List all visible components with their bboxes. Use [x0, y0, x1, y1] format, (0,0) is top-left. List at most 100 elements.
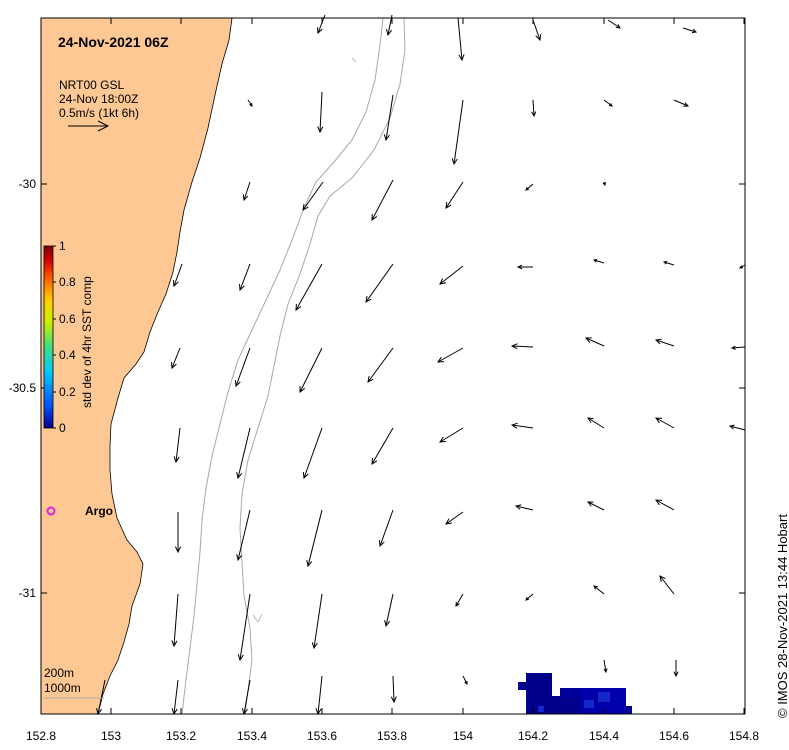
current-arrowhead [464, 680, 468, 686]
current-arrowhead [171, 361, 177, 370]
current-arrow [367, 347, 394, 383]
current-arrowhead [659, 575, 666, 582]
current-arrowhead [615, 24, 621, 29]
current-arrow [655, 339, 675, 347]
current-arrow [525, 183, 534, 191]
current-arrowhead [371, 213, 378, 222]
current-arrowhead [691, 28, 698, 34]
current-arrowhead [242, 194, 249, 202]
current-arrowhead [445, 201, 452, 209]
current-arrow [525, 593, 534, 601]
current-arrow [379, 509, 394, 547]
credit-text: © IMOS 28-Nov-2021 13:44 Hobart [775, 514, 789, 718]
colorbar-tick: 0 [59, 421, 66, 435]
x-tick-label: 153.8 [377, 729, 407, 743]
current-arrowhead [445, 518, 453, 525]
x-tick-label: 153.6 [307, 729, 337, 743]
colorbar-tick: 0.8 [59, 275, 76, 289]
y-tick-label: -30 [19, 177, 37, 191]
current-arrow [515, 505, 534, 511]
colorbar-tick: 1 [59, 239, 66, 253]
argo-label: Argo [85, 504, 113, 518]
current-arrow [243, 181, 251, 201]
current-arrowhead [384, 620, 391, 628]
current-arrow [317, 675, 323, 715]
current-arrow [173, 263, 183, 287]
current-arrowhead [592, 259, 598, 263]
current-arrow [445, 181, 464, 209]
colorbar: 0 0.2 0.4 0.6 0.8 1 std dev of 4hr SST c… [43, 239, 94, 435]
current-arrowhead [439, 436, 447, 443]
current-arrowhead [171, 640, 178, 648]
current-arrow [585, 337, 605, 347]
current-arrow [97, 679, 106, 715]
current-arrowhead [302, 204, 309, 211]
current-arrowhead [586, 501, 594, 507]
y-axis-labels: -30 -30.5 -31 [9, 177, 37, 600]
current-arrow [173, 593, 179, 647]
current-arrowhead [683, 102, 690, 107]
current-arrow [682, 27, 697, 33]
current-arrow [655, 499, 675, 511]
current-arrowhead [367, 376, 374, 383]
current-arrowhead [608, 103, 613, 107]
legend-time: 24-Nov 18:00Z [59, 92, 138, 106]
isobath-label-1000m: 1000m [44, 681, 81, 695]
current-arrow [603, 99, 613, 107]
current-arrowhead [299, 385, 306, 394]
current-arrow [731, 346, 746, 349]
current-arrow [455, 593, 464, 607]
current-arrowhead [239, 283, 245, 292]
current-arrowhead [603, 668, 608, 674]
argo-marker-icon [46, 506, 56, 516]
current-arrow [303, 427, 323, 479]
colorbar-label: std dev of 4hr SST comp [80, 276, 94, 408]
isobath-legend: 200m 1000m [44, 666, 104, 699]
current-arrowhead [390, 696, 397, 704]
current-arrowhead [371, 457, 378, 465]
current-arrow [307, 509, 323, 567]
current-arrow [239, 263, 251, 291]
colorbar-tick: 0.6 [59, 312, 76, 326]
current-arrowhead [662, 261, 668, 265]
x-tick-label: 154.2 [518, 729, 548, 743]
vector-legend: NRT00 GSL 24-Nov 18:00Z 0.5m/s (1kt 6h) [59, 78, 139, 132]
y-tick-label: -30.5 [9, 381, 37, 395]
current-arrowhead [378, 539, 385, 548]
current-arrowhead [236, 472, 243, 480]
current-arrowhead [174, 546, 182, 554]
current-arrowhead [436, 356, 445, 363]
current-arrow [243, 679, 251, 715]
x-tick-label: 154.4 [589, 729, 619, 743]
argo-float: Argo [46, 504, 113, 518]
current-arrow [171, 347, 181, 369]
isobath-200m [181, 17, 384, 715]
x-tick-label: 152.8 [26, 729, 56, 743]
current-arrow [729, 425, 746, 431]
current-arrowhead [525, 597, 530, 601]
current-arrowhead [602, 181, 606, 187]
y-tick-label: -31 [19, 586, 37, 600]
current-arrowhead [525, 187, 530, 191]
current-arrow [659, 575, 675, 595]
current-arrowhead [535, 33, 542, 42]
current-arrow [175, 427, 181, 463]
current-arrow [237, 427, 251, 479]
current-arrowhead [365, 296, 372, 303]
current-arrowhead [234, 379, 241, 388]
current-arrowhead [458, 54, 465, 62]
current-vectors [96, 14, 746, 716]
current-arrow [313, 593, 323, 649]
current-arrowhead [593, 585, 598, 590]
current-arrow [603, 659, 607, 673]
x-axis-labels: 152.8 153 153.2 153.4 153.6 153.8 154 15… [26, 729, 759, 743]
current-arrow [173, 679, 179, 715]
current-arrowhead [510, 343, 518, 350]
legend-product: NRT00 GSL [59, 78, 124, 92]
colorbar-tick: 0.4 [59, 348, 76, 362]
isobath-1000m [239, 17, 406, 715]
current-arrow [532, 99, 535, 117]
current-arrow [371, 179, 394, 221]
current-arrowhead [306, 560, 313, 568]
